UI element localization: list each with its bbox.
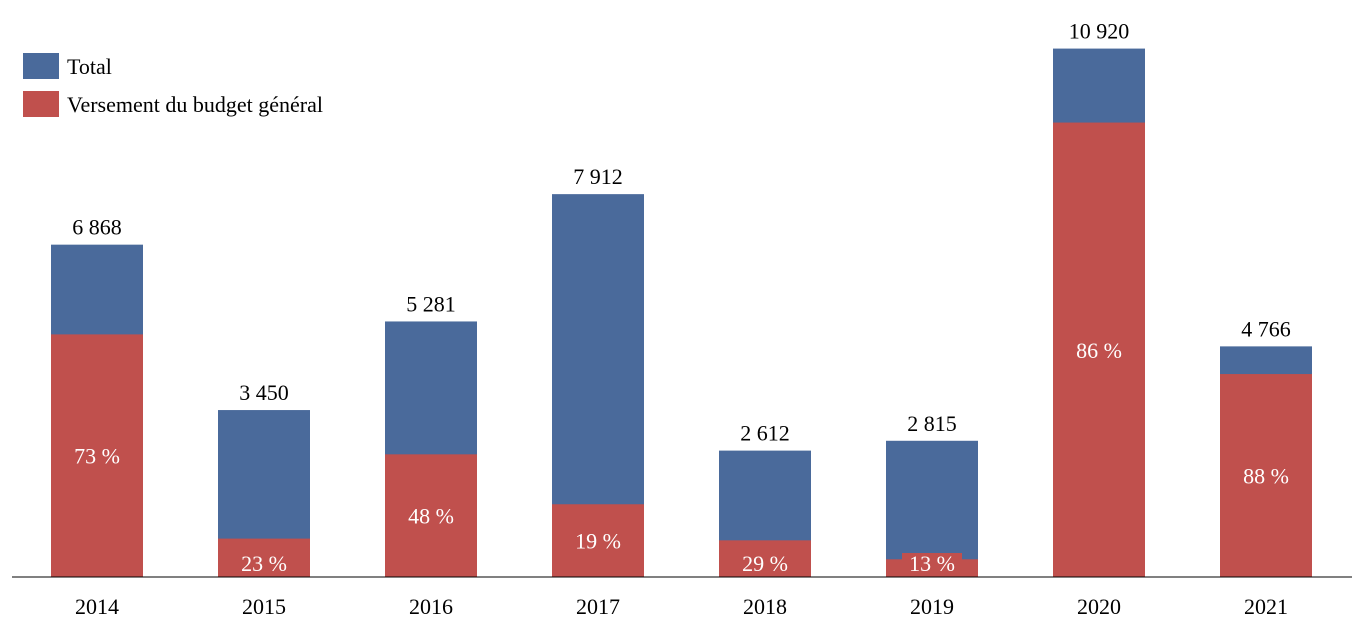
value-label-total-2018: 2 612	[740, 421, 790, 446]
value-label-total-2016: 5 281	[406, 291, 456, 316]
share-label-2014: 73 %	[74, 444, 120, 469]
value-label-total-2017: 7 912	[573, 164, 623, 189]
value-label-total-2020: 10 920	[1069, 19, 1130, 44]
bar-versement-2018	[719, 540, 811, 577]
bar-versement-2017	[552, 504, 644, 577]
bar-versement-2016	[385, 454, 477, 577]
x-tick-labels: 2014 2015 2016 2017 2018 2019 2020 2021	[75, 594, 1288, 619]
value-label-total-2021: 4 766	[1241, 316, 1291, 341]
x-tick-label-2016: 2016	[409, 594, 453, 619]
bar-versement-2021	[1220, 374, 1312, 577]
legend-swatch-total	[23, 53, 59, 79]
x-tick-label-2017: 2017	[576, 594, 620, 619]
share-label-2020: 86 %	[1076, 338, 1122, 363]
share-label-bg-2019	[902, 553, 962, 577]
bar-versement-2014	[51, 334, 143, 577]
x-tick-label-2021: 2021	[1244, 594, 1288, 619]
x-tick-label-2018: 2018	[743, 594, 787, 619]
legend: Total Versement du budget général	[23, 53, 323, 117]
bar-versement-2020	[1053, 122, 1145, 577]
bar-versement-2015	[218, 538, 310, 577]
bars: 6 868 73 % 3 450 23 % 5 281 48 % 7 912 19 % 2 61…	[51, 19, 1312, 578]
share-label-2015: 23 %	[241, 551, 287, 576]
x-tick-label-2020: 2020	[1077, 594, 1121, 619]
legend-label-total: Total	[67, 54, 112, 79]
value-label-total-2019: 2 815	[907, 411, 957, 436]
legend-label-versement: Versement du budget général	[67, 92, 323, 117]
share-label-2019: 13 %	[909, 551, 955, 576]
x-tick-label-2015: 2015	[242, 594, 286, 619]
x-tick-label-2019: 2019	[910, 594, 954, 619]
value-label-total-2015: 3 450	[239, 380, 289, 405]
share-label-2017: 19 %	[575, 529, 621, 554]
share-label-2021: 88 %	[1243, 464, 1289, 489]
value-label-total-2014: 6 868	[72, 215, 122, 240]
legend-swatch-versement	[23, 91, 59, 117]
x-tick-label-2014: 2014	[75, 594, 119, 619]
share-label-2018: 29 %	[742, 551, 788, 576]
share-label-2016: 48 %	[408, 504, 454, 529]
